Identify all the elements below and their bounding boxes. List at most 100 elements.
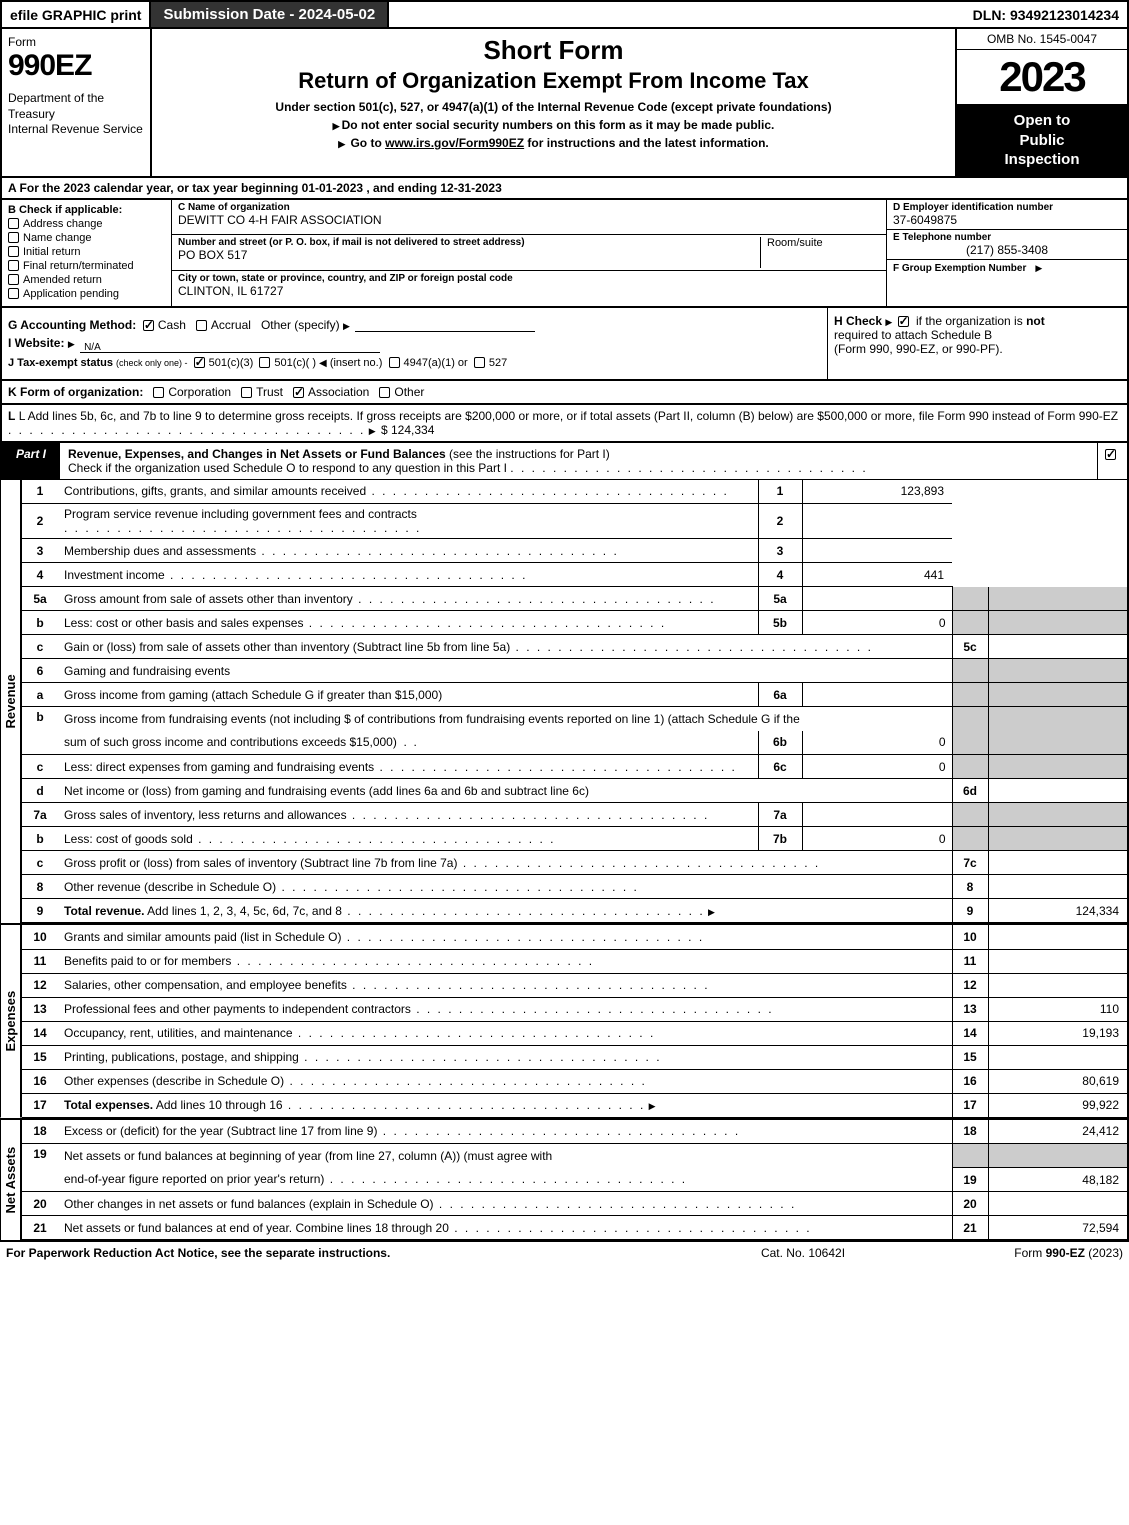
chk-501c[interactable] [259,357,270,368]
chk-4947[interactable] [389,357,400,368]
chk-accrual[interactable] [196,320,207,331]
section-k: K Form of organization: Corporation Trus… [0,381,1129,405]
arrow-icon [338,136,347,150]
amt-21: 72,594 [988,1216,1128,1240]
chk-schedule-b[interactable] [898,316,909,327]
part1-title-rest: (see the instructions for Part I) [446,447,610,461]
line-16: 16Other expenses (describe in Schedule O… [22,1069,1128,1093]
chk-initial-return[interactable]: Initial return [8,246,165,258]
part1-title-bold: Revenue, Expenses, and Changes in Net As… [68,447,446,461]
line-15: 15Printing, publications, postage, and s… [22,1045,1128,1069]
irs-link[interactable]: www.irs.gov/Form990EZ [385,136,524,150]
chk-527[interactable] [474,357,485,368]
ghij-block: G Accounting Method: Cash Accrual Other … [0,308,1129,381]
other-specify-input[interactable] [355,318,535,332]
expenses-section: Expenses 10Grants and similar amounts pa… [0,925,1129,1120]
tax-year: 2023 [957,50,1127,105]
section-h: H Check if the organization is not requi… [827,308,1127,379]
j-527: 527 [489,357,507,369]
h-label: H Check [834,314,882,328]
amt-2 [802,504,952,539]
section-c: C Name of organization DEWITT CO 4-H FAI… [172,200,887,306]
section-j: J Tax-exempt status (check only one) - 5… [8,357,821,369]
department-label: Department of the Treasury Internal Reve… [8,91,144,138]
chk-other-org[interactable] [379,387,390,398]
line-6: 6Gaming and fundraising events [22,659,1128,683]
line-20: 20Other changes in net assets or fund ba… [22,1192,1128,1216]
chk-name-change[interactable]: Name change [8,232,165,244]
subval-7a [802,803,952,827]
chk-501c3[interactable] [194,357,205,368]
arrow-icon [708,904,717,918]
line-13: 13Professional fees and other payments t… [22,997,1128,1021]
subval-7b: 0 [802,827,952,851]
city-label: City or town, state or province, country… [178,273,880,284]
line-6c: cLess: direct expenses from gaming and f… [22,755,1128,779]
checkbox-icon[interactable] [8,218,19,229]
org-name-label: C Name of organization [178,202,880,213]
inspection-line2: Public [961,131,1123,151]
h-text3: required to attach Schedule B [834,328,992,342]
checkbox-icon [1105,449,1116,460]
line-5c: cGain or (loss) from sale of assets othe… [22,635,1128,659]
chk-trust[interactable] [241,387,252,398]
checkbox-icon[interactable] [8,246,19,257]
chk-corporation[interactable] [153,387,164,398]
l-text: L Add lines 5b, 6c, and 7b to line 9 to … [19,409,1118,423]
line-3: 3Membership dues and assessments3 [22,539,1128,563]
line-6a: aGross income from gaming (attach Schedu… [22,683,1128,707]
identity-block: B Check if applicable: Address change Na… [0,200,1129,308]
header-sub2-text: Do not enter social security numbers on … [342,118,775,132]
chk-amended-return[interactable]: Amended return [8,274,165,286]
chk-association[interactable] [293,387,304,398]
line-5a: 5aGross amount from sale of assets other… [22,587,1128,611]
checkbox-icon[interactable] [8,274,19,285]
section-b-header: B Check if applicable: [8,204,165,216]
chk-address-change[interactable]: Address change [8,218,165,230]
line-8: 8Other revenue (describe in Schedule O)8 [22,875,1128,899]
line-7a: 7aGross sales of inventory, less returns… [22,803,1128,827]
dln-label: DLN: 93492123014234 [965,2,1127,27]
ein-label: D Employer identification number [893,202,1121,213]
amt-11 [988,949,1128,973]
expenses-vlabel: Expenses [0,925,22,1118]
subval-5b: 0 [802,611,952,635]
address-cell: Number and street (or P. O. box, if mail… [172,235,886,271]
line-6d: dNet income or (loss) from gaming and fu… [22,779,1128,803]
amt-8 [988,875,1128,899]
checkbox-icon[interactable] [8,232,19,243]
part1-schedule-o-check[interactable] [1097,443,1127,479]
k-other: Other [394,385,424,399]
checkbox-icon[interactable] [8,288,19,299]
room-label: Room/suite [767,237,823,249]
return-title: Return of Organization Exempt From Incom… [162,68,945,94]
org-name-cell: C Name of organization DEWITT CO 4-H FAI… [172,200,886,236]
g-label: G Accounting Method: [8,318,136,332]
chk-cash[interactable] [143,320,154,331]
amt-4: 441 [802,563,952,587]
page-footer: For Paperwork Reduction Act Notice, see … [0,1242,1129,1264]
arrow-icon [68,336,77,350]
form-number: 990EZ [8,51,144,81]
room-suite: Room/suite [760,237,880,268]
ein-cell: D Employer identification number 37-6049… [887,200,1127,230]
chk-final-return[interactable]: Final return/terminated [8,260,165,272]
amt-12 [988,973,1128,997]
header-right: OMB No. 1545-0047 2023 Open to Public In… [957,29,1127,176]
amt-13: 110 [988,997,1128,1021]
amt-10 [988,925,1128,949]
line-7b: bLess: cost of goods sold7b0 [22,827,1128,851]
sub3-pre: Go to [350,136,385,150]
part1-title: Revenue, Expenses, and Changes in Net As… [60,443,1097,479]
j-insert: (insert no.) [330,357,383,369]
part1-badge: Part I [2,443,60,479]
line-2: 2Program service revenue including gover… [22,504,1128,539]
checkbox-icon[interactable] [8,260,19,271]
form-header: Form 990EZ Department of the Treasury In… [0,27,1129,178]
form-word: Form [8,35,144,49]
efile-print-label[interactable]: efile GRAPHIC print [2,2,151,27]
group-exemption-cell: F Group Exemption Number [887,260,1127,306]
chk-application-pending[interactable]: Application pending [8,288,165,300]
header-sub3: Go to www.irs.gov/Form990EZ for instruct… [162,136,945,150]
line-5b: bLess: cost or other basis and sales exp… [22,611,1128,635]
